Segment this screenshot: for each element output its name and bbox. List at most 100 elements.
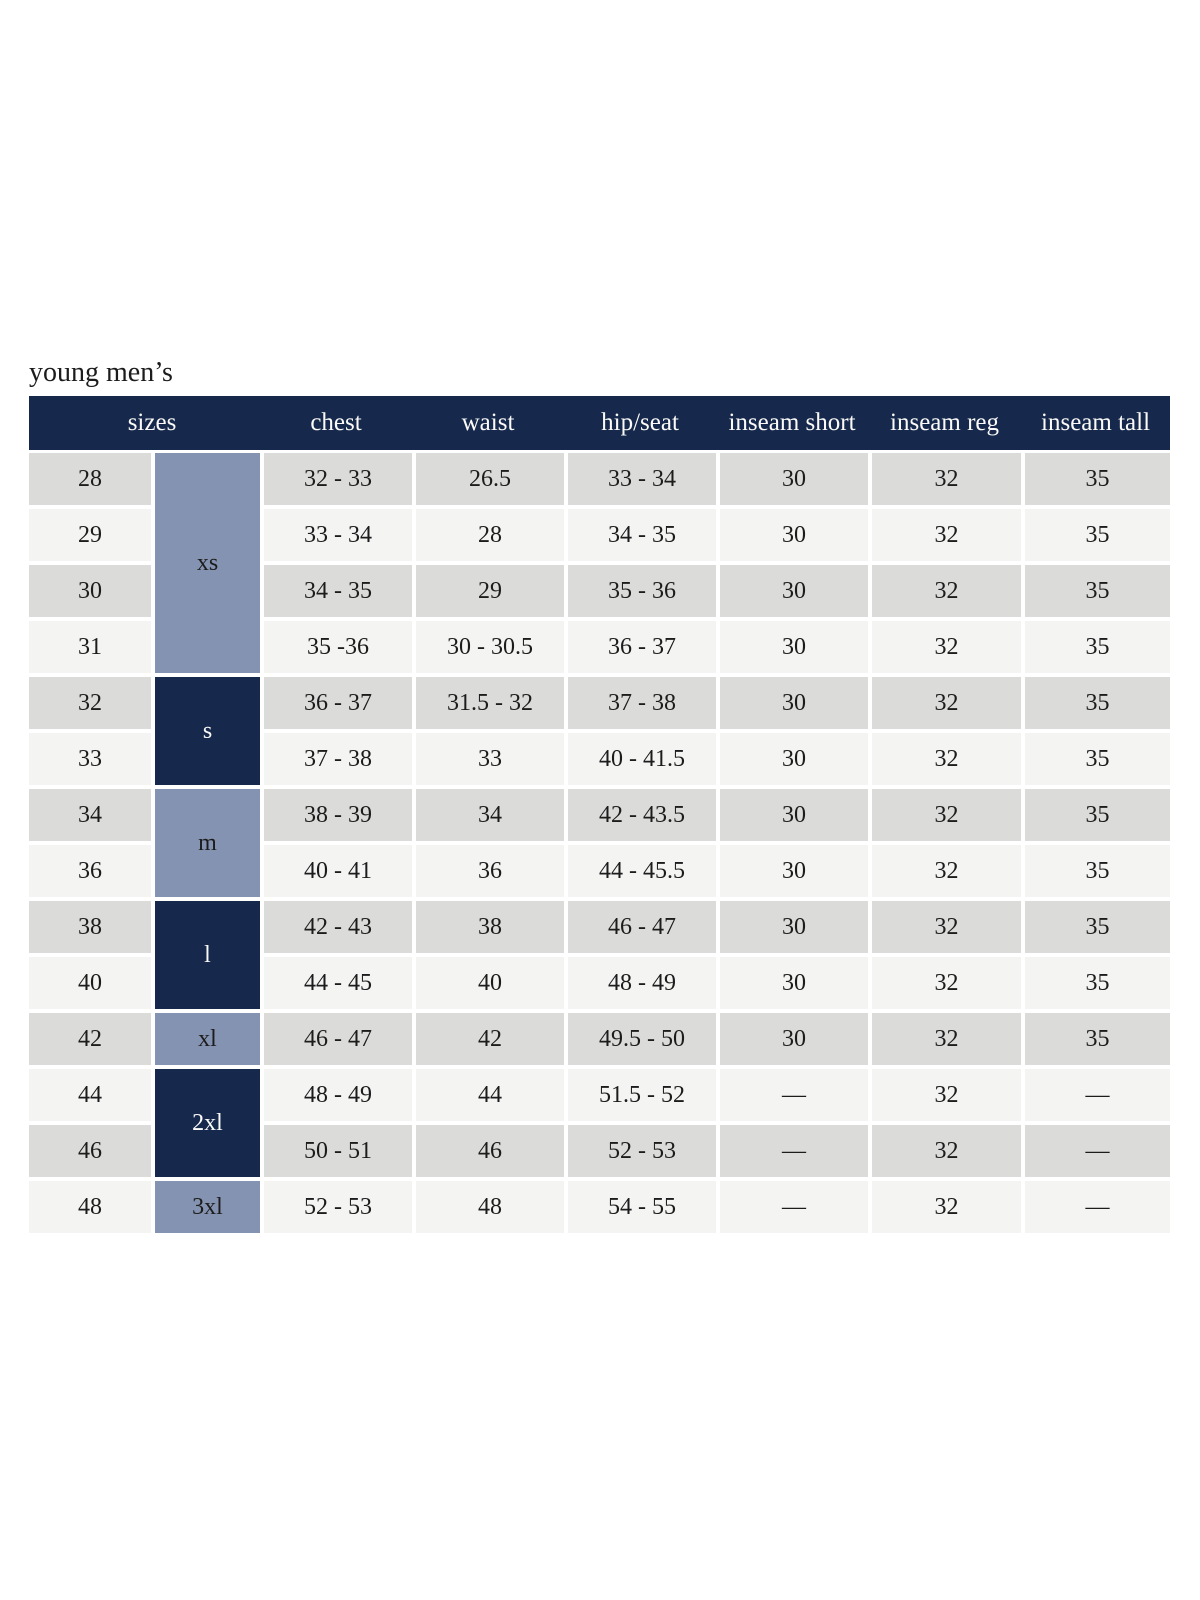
- cell-hip-seat: 49.5 - 50: [564, 1013, 717, 1069]
- cell-chest: 48 - 49: [260, 1069, 413, 1125]
- cell-waist: 28: [412, 509, 565, 565]
- cell-size-number: 36: [29, 845, 151, 901]
- cell-inseam-reg: 32: [868, 1125, 1022, 1181]
- cell-hip-seat: 52 - 53: [564, 1125, 717, 1181]
- cell-inseam-short: 30: [716, 845, 869, 901]
- cell-size-number: 28: [29, 453, 151, 509]
- column-header-sizes: sizes: [29, 396, 261, 453]
- cell-waist: 44: [412, 1069, 565, 1125]
- cell-chest: 33 - 34: [260, 509, 413, 565]
- cell-waist: 26.5: [412, 453, 565, 509]
- cell-size-group-xl: xl: [151, 1013, 261, 1069]
- cell-waist: 34: [412, 789, 565, 845]
- cell-hip-seat: 44 - 45.5: [564, 845, 717, 901]
- cell-waist: 31.5 - 32: [412, 677, 565, 733]
- cell-inseam-reg: 32: [868, 1069, 1022, 1125]
- cell-inseam-reg: 32: [868, 565, 1022, 621]
- cell-hip-seat: 40 - 41.5: [564, 733, 717, 789]
- table-row-size-28: 28 xs 32 - 33 26.5 33 - 34 30 32 35: [29, 453, 1171, 677]
- cell-hip-seat: 54 - 55: [564, 1181, 717, 1237]
- cell-size-group-m: m: [151, 789, 261, 901]
- cell-size-number: 42: [29, 1013, 151, 1069]
- column-header-waist: waist: [412, 396, 565, 453]
- cell-chest: 50 - 51: [260, 1125, 413, 1181]
- cell-hip-seat: 34 - 35: [564, 509, 717, 565]
- cell-size-number: 34: [29, 789, 151, 845]
- cell-hip-seat: 51.5 - 52: [564, 1069, 717, 1125]
- cell-inseam-short: 30: [716, 901, 869, 957]
- cell-size-group-xs: xs: [151, 453, 261, 677]
- column-header-inseam-tall: inseam tall: [1021, 396, 1171, 453]
- table-row-size-34: 34 m 38 - 39 34 42 - 43.5 30 32 35: [29, 789, 1171, 901]
- cell-waist: 40: [412, 957, 565, 1013]
- cell-inseam-short: 30: [716, 565, 869, 621]
- column-header-hip-seat: hip/seat: [564, 396, 717, 453]
- cell-chest: 37 - 38: [260, 733, 413, 789]
- cell-size-number: 31: [29, 621, 151, 677]
- cell-size-group-2xl: 2xl: [151, 1069, 261, 1181]
- cell-size-number: 32: [29, 677, 151, 733]
- cell-waist: 29: [412, 565, 565, 621]
- cell-size-group-s: s: [151, 677, 261, 789]
- table-row-size-38: 38 l 42 - 43 38 46 - 47 30 32 35: [29, 901, 1171, 1013]
- cell-inseam-reg: 32: [868, 1013, 1022, 1069]
- column-header-inseam-short: inseam short: [716, 396, 869, 453]
- cell-chest: 46 - 47: [260, 1013, 413, 1069]
- cell-size-number: 38: [29, 901, 151, 957]
- cell-inseam-tall: 35: [1021, 677, 1171, 733]
- table-row-size-32: 32 s 36 - 37 31.5 - 32 37 - 38 30 32 35: [29, 677, 1171, 789]
- cell-inseam-short: 30: [716, 1013, 869, 1069]
- cell-inseam-reg: 32: [868, 1181, 1022, 1237]
- cell-chest: 44 - 45: [260, 957, 413, 1013]
- cell-inseam-reg: 32: [868, 789, 1022, 845]
- table-body: 28 xs 32 - 33 26.5 33 - 34 30 32 35 29 33 - 34 28 3…: [29, 453, 1171, 1237]
- cell-waist: 33: [412, 733, 565, 789]
- table-row-size-30: 30 34 - 35 29 35 - 36 30 32 35: [29, 565, 1171, 621]
- cell-hip-seat: 33 - 34: [564, 453, 717, 509]
- cell-inseam-tall: —: [1021, 1125, 1171, 1181]
- cell-inseam-tall: 35: [1021, 509, 1171, 565]
- table-header: sizes chest waist hip/seat inseam short …: [29, 396, 1171, 453]
- cell-hip-seat: 37 - 38: [564, 677, 717, 733]
- header-row: sizes chest waist hip/seat inseam short …: [29, 396, 1171, 453]
- cell-inseam-reg: 32: [868, 621, 1022, 677]
- cell-inseam-tall: 35: [1021, 845, 1171, 901]
- cell-waist: 36: [412, 845, 565, 901]
- cell-inseam-short: 30: [716, 453, 869, 509]
- cell-inseam-reg: 32: [868, 957, 1022, 1013]
- table-row-size-46: 46 50 - 51 46 52 - 53—32—: [29, 1125, 1171, 1181]
- cell-inseam-tall: 35: [1021, 453, 1171, 509]
- cell-size-number: 33: [29, 733, 151, 789]
- cell-inseam-tall: —: [1021, 1069, 1171, 1125]
- cell-chest: 42 - 43: [260, 901, 413, 957]
- table-row-size-48: 48 3xl 52 - 53 48 54 - 55—32—: [29, 1181, 1171, 1237]
- cell-inseam-short: 30: [716, 621, 869, 677]
- cell-chest: 38 - 39: [260, 789, 413, 845]
- cell-inseam-tall: 35: [1021, 565, 1171, 621]
- table-row-size-40: 40 44 - 45 40 48 - 49 30 32 35: [29, 957, 1171, 1013]
- page-title: young men’s: [29, 357, 173, 388]
- cell-waist: 42: [412, 1013, 565, 1069]
- column-header-inseam-reg: inseam reg: [868, 396, 1022, 453]
- size-chart-table: sizes chest waist hip/seat inseam short …: [29, 396, 1171, 1237]
- cell-inseam-tall: 35: [1021, 733, 1171, 789]
- cell-size-number: 48: [29, 1181, 151, 1237]
- cell-inseam-reg: 32: [868, 901, 1022, 957]
- cell-inseam-tall: 35: [1021, 789, 1171, 845]
- cell-inseam-short: 30: [716, 733, 869, 789]
- cell-inseam-tall: 35: [1021, 621, 1171, 677]
- cell-inseam-short: —: [716, 1125, 869, 1181]
- cell-chest: 35 -36: [260, 621, 413, 677]
- table-row-size-33: 33 37 - 38 33 40 - 41.5 30 32 35: [29, 733, 1171, 789]
- cell-inseam-short: 30: [716, 957, 869, 1013]
- cell-size-number: 46: [29, 1125, 151, 1181]
- cell-inseam-short: 30: [716, 677, 869, 733]
- table-row-size-42: 42 xl 46 - 47 42 49.5 - 50 30 32 35: [29, 1013, 1171, 1069]
- cell-waist: 46: [412, 1125, 565, 1181]
- column-header-chest: chest: [260, 396, 413, 453]
- cell-inseam-reg: 32: [868, 845, 1022, 901]
- cell-inseam-tall: —: [1021, 1181, 1171, 1237]
- cell-inseam-tall: 35: [1021, 1013, 1171, 1069]
- cell-size-group-l: l: [151, 901, 261, 1013]
- cell-hip-seat: 36 - 37: [564, 621, 717, 677]
